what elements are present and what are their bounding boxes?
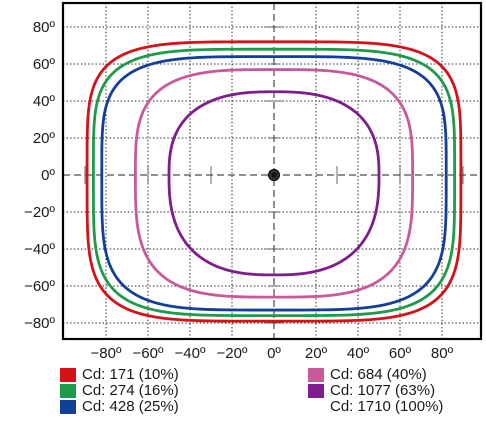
legend-label: Cd: 274 (16%)	[82, 382, 179, 399]
y-tick-label: −80º	[24, 315, 55, 332]
legend-swatch	[60, 368, 76, 382]
y-tick-label: 40º	[33, 93, 56, 110]
legend-label: Cd: 684 (40%)	[330, 366, 427, 383]
y-tick-label: 20º	[33, 130, 56, 147]
grid	[63, 3, 481, 339]
center-marker-dot	[271, 172, 277, 178]
isocandela-curve	[133, 68, 415, 299]
legend-label: Cd: 1710 (100%)	[330, 398, 444, 415]
x-tick-label: 40º	[347, 345, 370, 360]
y-tick-label: 60º	[33, 56, 56, 73]
legend-swatch	[308, 368, 324, 382]
x-tick-label: 0º	[267, 345, 281, 360]
curves	[85, 40, 463, 323]
x-tick-label: −80º	[91, 345, 122, 360]
y-tick-label: −60º	[24, 278, 55, 295]
x-tick-label: −20º	[217, 345, 248, 360]
x-tick-label: −60º	[133, 345, 164, 360]
x-tick-label: 60º	[389, 345, 412, 360]
y-tick-label: 80º	[33, 19, 56, 36]
isocandela-curve	[92, 47, 457, 318]
x-tick-label: 20º	[305, 345, 328, 360]
legend-label: Cd: 428 (25%)	[82, 398, 179, 415]
isocandela-curve	[100, 55, 448, 312]
isocandela-chart: 80º 60º 40º 20º 0º −20º −40º −60º −80º −80º −60º −4…	[24, 1, 483, 360]
y-tick-label: −40º	[24, 241, 55, 258]
isocandela-curve	[85, 40, 463, 323]
x-tick-label: 80º	[431, 345, 454, 360]
legend-label: Cd: 171 (10%)	[82, 366, 179, 383]
y-tick-label: 0º	[41, 167, 55, 184]
tick-labels: 80º 60º 40º 20º 0º −20º −40º −60º −80º −80º −60º −4…	[24, 19, 454, 360]
legend-swatch	[60, 384, 76, 398]
x-tick-label: −40º	[175, 345, 206, 360]
legend: Cd: 171 (10%) Cd: 274 (16%) Cd: 428 (25%…	[0, 360, 486, 448]
legend-swatch	[308, 384, 324, 398]
legend-label: Cd: 1077 (63%)	[330, 382, 436, 399]
y-tick-label: −20º	[24, 204, 55, 221]
plot-frame	[61, 1, 483, 341]
legend-swatch	[60, 400, 76, 414]
isocandela-curve	[167, 90, 381, 277]
